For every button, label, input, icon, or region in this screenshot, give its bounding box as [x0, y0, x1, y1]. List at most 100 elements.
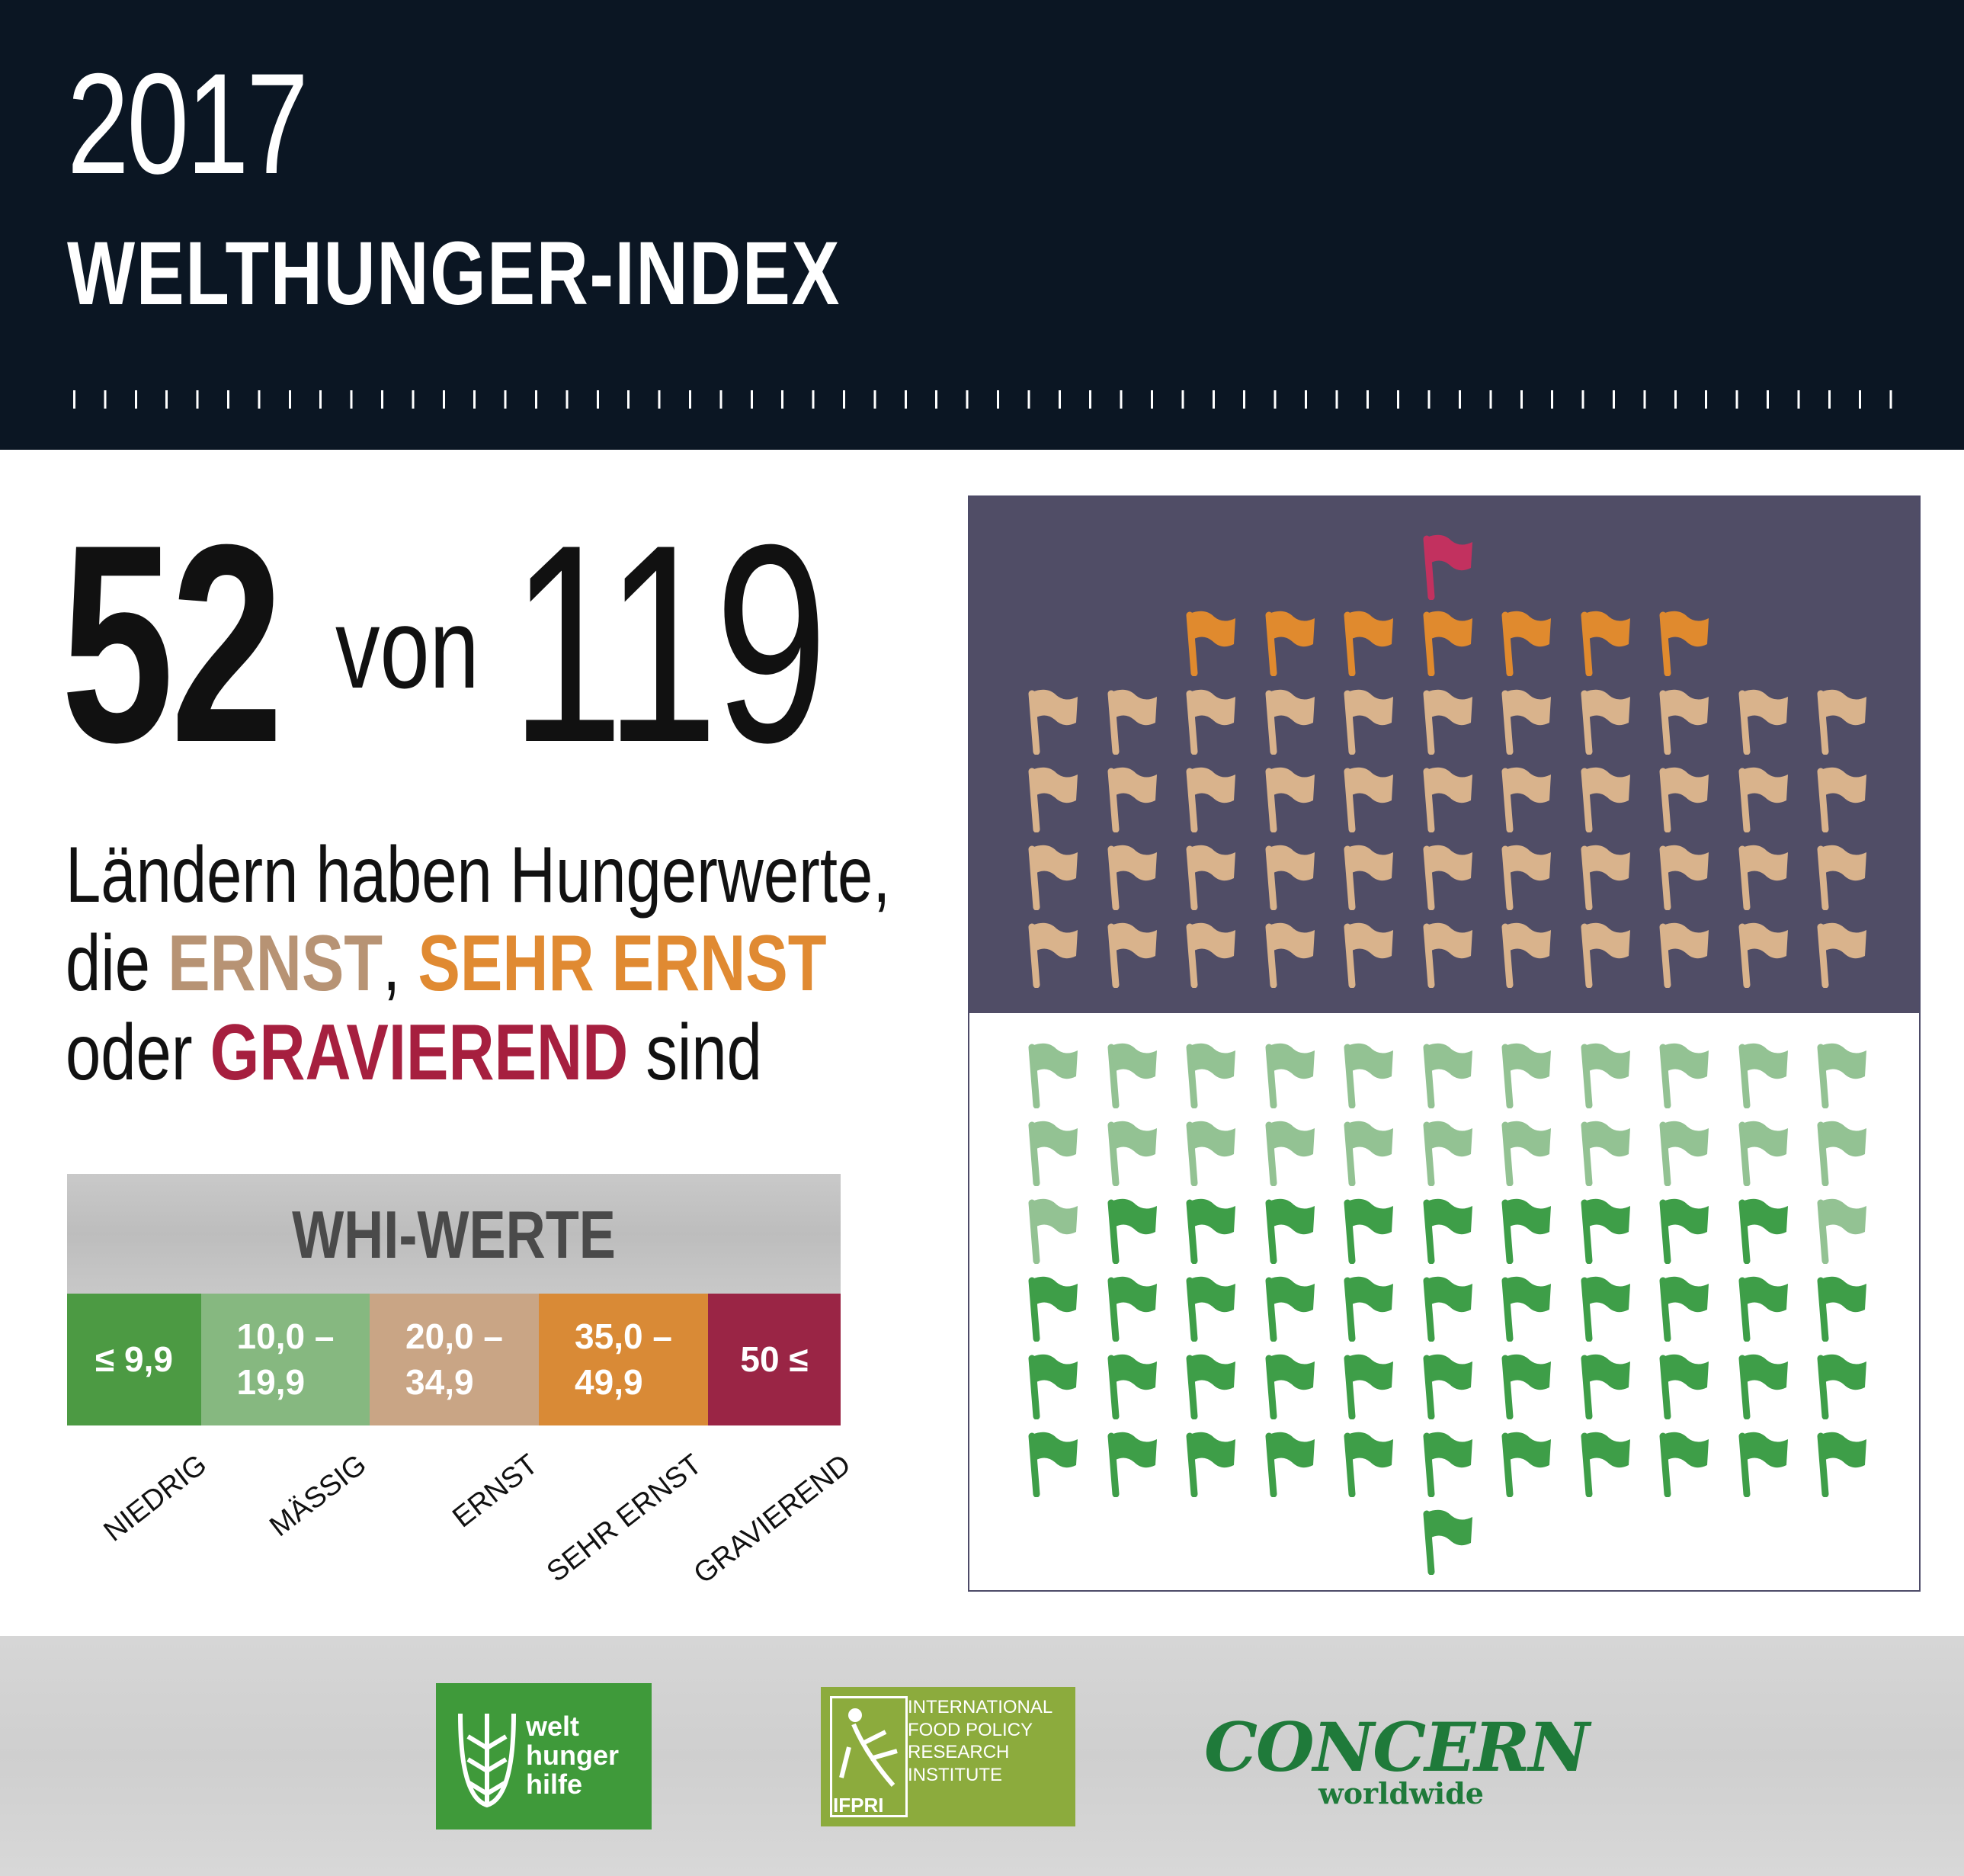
flag-ernst — [1817, 845, 1866, 910]
flag-ernst — [1107, 689, 1157, 755]
flag-ernst — [1186, 922, 1235, 988]
flag-niedrig — [1581, 1198, 1630, 1264]
flag-maessig — [1265, 1043, 1315, 1108]
category-sehr-ernst: SEHR ERNST — [540, 1448, 708, 1589]
flag-grid-panel — [968, 495, 1921, 1592]
flag-maessig — [1423, 1121, 1472, 1186]
flag-niedrig — [1186, 1198, 1235, 1264]
category-niedrig: NIEDRIG — [98, 1448, 213, 1548]
flag-ernst — [1344, 845, 1393, 910]
flag-maessig — [1738, 1121, 1788, 1186]
legend-header: WHI-WERTE — [67, 1174, 841, 1294]
flag-niedrig — [1423, 1509, 1472, 1575]
flag-niedrig — [1186, 1432, 1235, 1497]
flag-ernst — [1581, 689, 1630, 755]
highlight-sehr-ernst: SEHR ERNST — [418, 919, 827, 1009]
flag-ernst — [1423, 689, 1472, 755]
flag-ernst — [1581, 922, 1630, 988]
flag-maessig — [1186, 1043, 1235, 1108]
flag-niedrig — [1107, 1354, 1157, 1419]
highlight-ernst: ERNST — [168, 919, 383, 1009]
flag-maessig — [1265, 1121, 1315, 1186]
flag-ernst — [1738, 689, 1788, 755]
ifpri-name-line: RESEARCH — [908, 1742, 1010, 1763]
legend-segment-niedrig: ≤ 9,9 — [67, 1294, 201, 1425]
flag-niedrig — [1501, 1276, 1551, 1342]
flag-maessig — [1344, 1043, 1393, 1108]
flag-ernst — [1659, 767, 1709, 832]
flag-niedrig — [1738, 1276, 1788, 1342]
category-maessig: MÄSSIG — [264, 1448, 373, 1544]
ifpri-logo: IFPRI INTERNATIONAL FOOD POLICY RESEARCH… — [821, 1687, 1075, 1826]
flag-ernst — [1738, 922, 1788, 988]
flag-ernst — [1659, 845, 1709, 910]
highlight-gravierend: GRAVIEREND — [210, 1008, 629, 1097]
flag-ernst — [1265, 845, 1315, 910]
legend-title: WHI-WERTE — [292, 1197, 616, 1272]
flag-ernst — [1738, 767, 1788, 832]
flag-maessig — [1738, 1043, 1788, 1108]
segment-value-2: 34,9 — [405, 1361, 474, 1402]
flag-niedrig — [1028, 1432, 1078, 1497]
flag-ernst — [1028, 689, 1078, 755]
flag-niedrig — [1738, 1354, 1788, 1419]
flag-maessig — [1659, 1043, 1709, 1108]
legend-segment-gravierend: 50 ≤ — [708, 1294, 841, 1425]
ifpri-emblem — [830, 1696, 908, 1817]
ifpri-abbreviation: IFPRI — [833, 1794, 884, 1817]
text-comma: , — [383, 919, 418, 1009]
flag-niedrig — [1107, 1276, 1157, 1342]
flag-maessig — [1817, 1043, 1866, 1108]
flag-ernst — [1423, 922, 1472, 988]
flag-sehr-ernst — [1501, 611, 1551, 676]
flag-maessig — [1501, 1043, 1551, 1108]
flag-ernst — [1817, 689, 1866, 755]
segment-value-2: 19,9 — [236, 1361, 306, 1402]
flag-sehr-ernst — [1265, 611, 1315, 676]
flag-niedrig — [1738, 1432, 1788, 1497]
legend-segment-ernst: 20,0 – 34,9 — [370, 1294, 539, 1425]
welthungerhilfe-logo: welt hunger hilfe — [436, 1683, 652, 1830]
flag-niedrig — [1107, 1432, 1157, 1497]
flag-ernst — [1028, 767, 1078, 832]
flag-ernst — [1659, 922, 1709, 988]
flag-niedrig — [1186, 1276, 1235, 1342]
flag-niedrig — [1423, 1198, 1472, 1264]
year-label: 2017 — [67, 43, 309, 204]
flag-niedrig — [1423, 1354, 1472, 1419]
total-number: 119 — [511, 486, 828, 801]
flag-niedrig — [1423, 1276, 1472, 1342]
segment-value: ≤ 9,9 — [95, 1339, 173, 1379]
flag-ernst — [1344, 689, 1393, 755]
flag-niedrig — [1501, 1354, 1551, 1419]
whi-legend: WHI-WERTE ≤ 9,9 10,0 – 19,9 20,0 – 34,9 35… — [67, 1174, 841, 1425]
flag-maessig — [1186, 1121, 1235, 1186]
flag-maessig — [1581, 1043, 1630, 1108]
legend-scale: ≤ 9,9 10,0 – 19,9 20,0 – 34,9 35,0 – 49,9 5… — [67, 1294, 841, 1425]
flag-maessig — [1028, 1198, 1078, 1264]
segment-value: 35,0 – — [575, 1316, 672, 1356]
count-number: 52 — [61, 486, 284, 801]
legend-category-labels: NIEDRIG MÄSSIG ERNST SEHR ERNST GRAVIERE… — [67, 1448, 857, 1601]
flag-maessig — [1344, 1121, 1393, 1186]
connector-word: von — [335, 584, 479, 712]
legend-segment-sehr-ernst: 35,0 – 49,9 — [539, 1294, 708, 1425]
flag-niedrig — [1186, 1354, 1235, 1419]
segment-value: 50 ≤ — [740, 1339, 809, 1379]
flag-ernst — [1107, 845, 1157, 910]
flag-ernst — [1028, 845, 1078, 910]
segment-value: 20,0 – — [405, 1316, 503, 1356]
flag-sehr-ernst — [1344, 611, 1393, 676]
whh-wordmark: welt hunger hilfe — [526, 1712, 619, 1798]
description-line-3: oder GRAVIEREND sind — [66, 1009, 890, 1097]
flag-niedrig — [1581, 1354, 1630, 1419]
tick-divider — [73, 390, 1921, 409]
flag-niedrig — [1659, 1432, 1709, 1497]
ifpri-full-name: INTERNATIONAL FOOD POLICY RESEARCH INSTI… — [908, 1696, 1052, 1786]
flag-niedrig — [1028, 1276, 1078, 1342]
flag-niedrig — [1501, 1432, 1551, 1497]
flag-sehr-ernst — [1186, 611, 1235, 676]
flag-niedrig — [1265, 1276, 1315, 1342]
flag-niedrig — [1581, 1432, 1630, 1497]
flag-ernst — [1265, 689, 1315, 755]
